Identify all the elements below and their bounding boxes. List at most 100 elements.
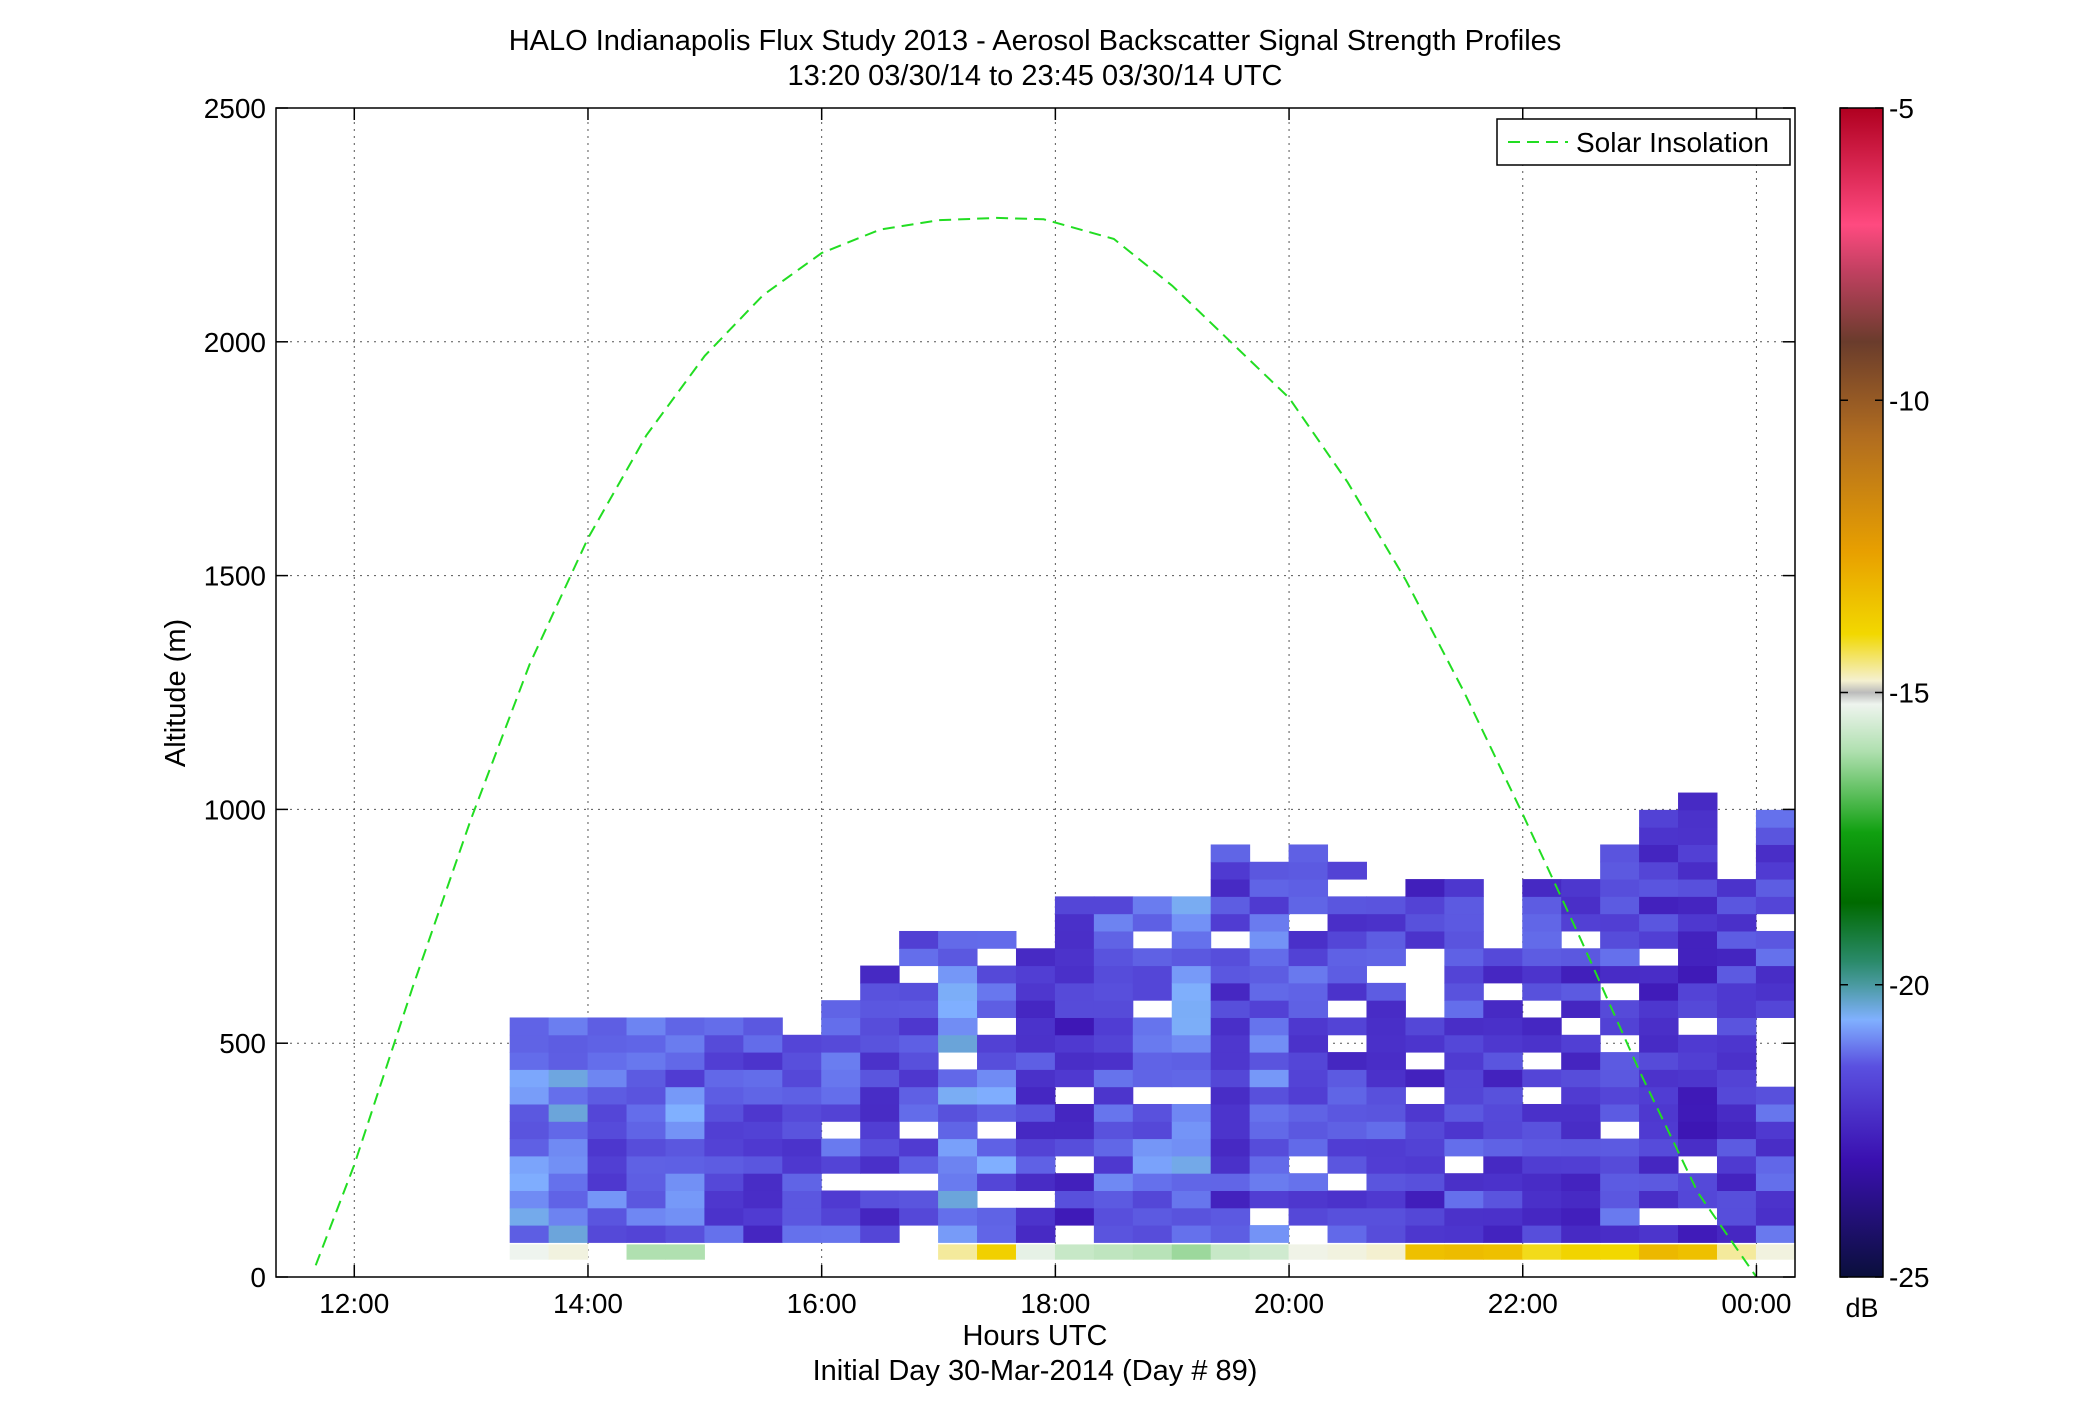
heatmap-cell [1561, 1138, 1601, 1157]
legend-label-solar-insolation: Solar Insolation [1576, 127, 1769, 158]
heatmap-cell [860, 1138, 900, 1157]
heatmap-cell [977, 1103, 1017, 1122]
heatmap-cell [626, 1121, 666, 1140]
heatmap-cell [1249, 1138, 1290, 1157]
heatmap-cell [1639, 1034, 1679, 1053]
heatmap-cell [1054, 1034, 1095, 1053]
heatmap-cell [1210, 1069, 1251, 1088]
heatmap-ground-cell [1132, 1244, 1173, 1260]
heatmap-cell [1366, 896, 1406, 915]
heatmap-cell [704, 1121, 744, 1140]
heatmap-cell [1561, 1086, 1601, 1105]
heatmap-cell [1288, 896, 1329, 915]
heatmap-cell [1210, 1000, 1251, 1018]
heatmap-cell [977, 1155, 1017, 1174]
heatmap-cell [1093, 1225, 1134, 1243]
heatmap-cell [704, 1034, 744, 1053]
heatmap-cell [1483, 1052, 1523, 1070]
heatmap-cell [704, 1017, 744, 1036]
heatmap-cell [1015, 1225, 1056, 1243]
heatmap-ground-cell [626, 1244, 666, 1260]
heatmap-cell [1171, 1121, 1212, 1140]
heatmap-cell [899, 1069, 939, 1088]
heatmap-cell [821, 1086, 861, 1105]
heatmap-cell [821, 1017, 861, 1036]
legend: Solar Insolation [1496, 118, 1791, 166]
heatmap-cell [548, 1086, 589, 1105]
heatmap-cell [509, 1121, 550, 1140]
heatmap-cell [1366, 913, 1406, 932]
heatmap-cell [1716, 1034, 1757, 1053]
heatmap-cell [1755, 879, 1795, 897]
heatmap-cell [743, 1190, 783, 1209]
heatmap-cell [938, 930, 978, 949]
heatmap-cell [1444, 1052, 1484, 1070]
heatmap-cell [1405, 1069, 1445, 1088]
heatmap-cell [704, 1103, 744, 1122]
heatmap-cell [1015, 1155, 1056, 1174]
heatmap-cell [626, 1103, 666, 1122]
heatmap-cell [1054, 965, 1095, 984]
heatmap-cell [1249, 861, 1290, 880]
heatmap-cell [548, 1103, 589, 1122]
heatmap-cell [1405, 1034, 1445, 1053]
heatmap-cell [1522, 1103, 1562, 1122]
heatmap-cell [665, 1034, 705, 1053]
heatmap-cell [1716, 1052, 1757, 1070]
heatmap-cell [1366, 1173, 1406, 1191]
heatmap-cell [782, 1225, 822, 1243]
heatmap-cell [1444, 1017, 1484, 1036]
heatmap-cell [1132, 1052, 1173, 1070]
heatmap-cell [1522, 1121, 1562, 1140]
heatmap-ground-cell [1561, 1244, 1601, 1260]
heatmap-cell [1522, 1225, 1562, 1243]
heatmap-cell [1444, 1121, 1484, 1140]
heatmap-cell [1716, 1069, 1757, 1088]
heatmap-cell [938, 1225, 978, 1243]
heatmap-cell [665, 1069, 705, 1088]
heatmap-cell [1755, 1155, 1795, 1174]
heatmap-cell [1561, 1190, 1601, 1209]
heatmap-cell [1171, 1173, 1212, 1191]
heatmap-cell [1366, 948, 1406, 967]
heatmap-cell [1132, 1190, 1173, 1209]
heatmap-cell [1171, 1000, 1212, 1018]
heatmap-cell [1288, 1121, 1329, 1140]
heatmap-cell [1678, 1173, 1718, 1191]
heatmap-cell [1327, 913, 1367, 932]
heatmap-cell [1093, 965, 1134, 984]
heatmap-cell [1249, 1173, 1290, 1191]
heatmap-cell [1483, 1121, 1523, 1140]
x-tick-label: 12:00 [319, 1288, 389, 1319]
heatmap-cell [743, 1121, 783, 1140]
heatmap-cell [1561, 896, 1601, 915]
heatmap-cell [1755, 1086, 1795, 1105]
colorbar-tick-label: -15 [1889, 678, 1929, 709]
heatmap-cell [665, 1086, 705, 1105]
heatmap-cell [1755, 861, 1795, 880]
heatmap-cell [1093, 1034, 1134, 1053]
heatmap-cell [1093, 1069, 1134, 1088]
heatmap-cell [1171, 913, 1212, 932]
heatmap-cell [1639, 1155, 1679, 1174]
solar-insolation-line [314, 216, 1758, 1277]
x-tick-label: 18:00 [1020, 1288, 1090, 1319]
heatmap-cell [782, 1052, 822, 1070]
heatmap-cell [509, 1138, 550, 1157]
heatmap-cell [1678, 982, 1718, 1001]
heatmap-cell [665, 1190, 705, 1209]
heatmap-cell [1561, 1173, 1601, 1191]
heatmap-cell [1327, 1069, 1367, 1088]
heatmap-cell [1249, 1225, 1290, 1243]
heatmap-cell [1405, 913, 1445, 932]
heatmap-cell [1561, 1225, 1601, 1243]
heatmap-cell [1288, 844, 1329, 863]
heatmap-cell [1093, 948, 1134, 967]
heatmap-cell [899, 1190, 939, 1209]
heatmap-cell [626, 1052, 666, 1070]
heatmap-cell [1755, 1225, 1795, 1243]
heatmap-cell [860, 1017, 900, 1036]
heatmap-cell [1716, 1121, 1757, 1140]
heatmap-cell [977, 1207, 1017, 1226]
heatmap-cell [743, 1034, 783, 1053]
